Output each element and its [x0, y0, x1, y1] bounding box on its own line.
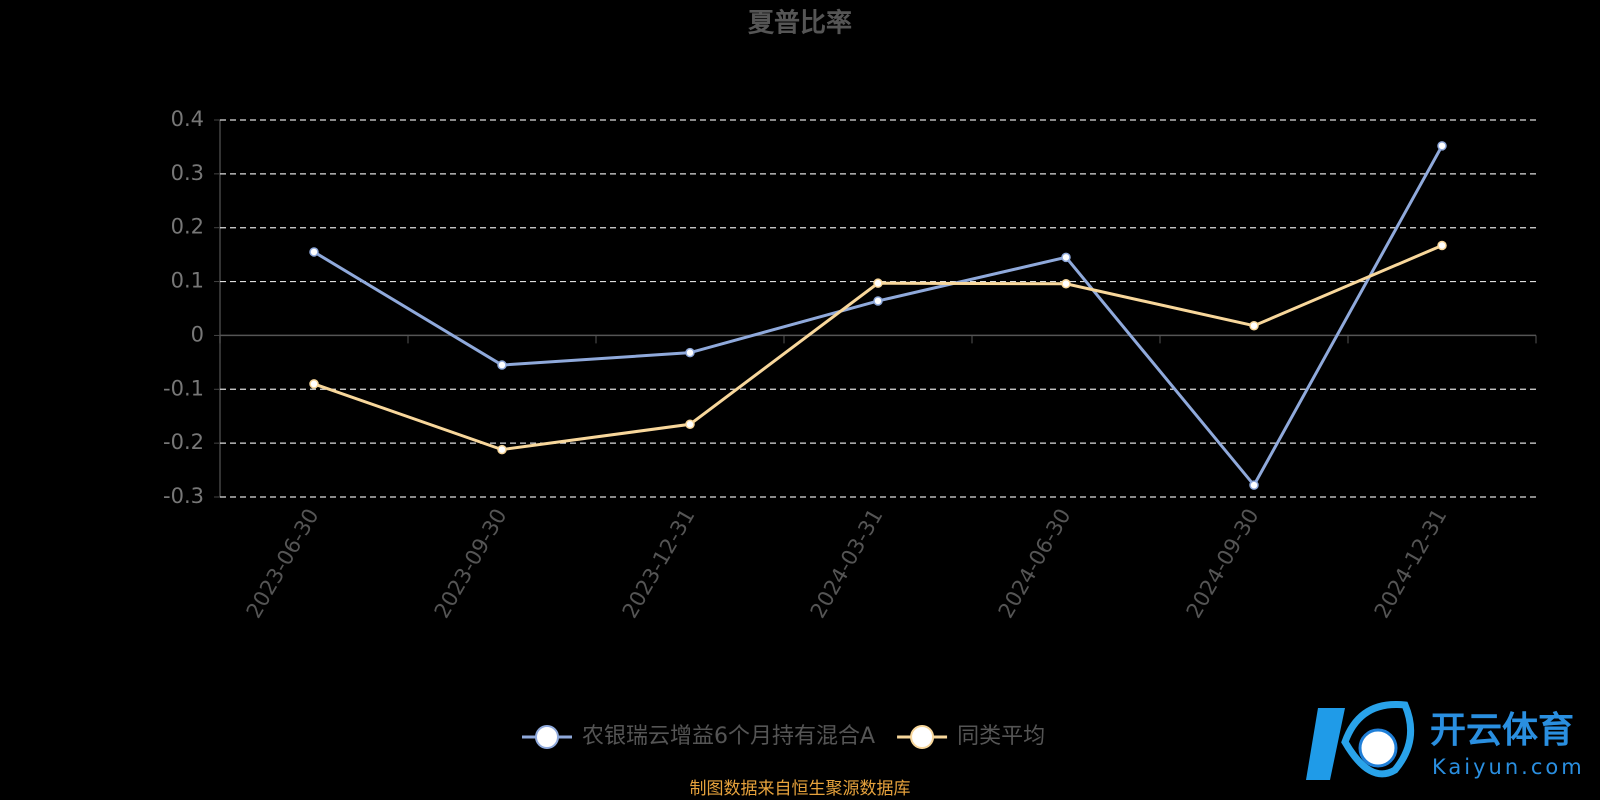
legend-marker	[535, 725, 559, 749]
x-tick-label: 2023-06-30	[242, 505, 324, 623]
x-tick-label: 2024-06-30	[994, 505, 1076, 623]
data-point	[873, 278, 883, 288]
data-point	[497, 444, 507, 455]
chart-title: 夏普比率	[748, 8, 852, 39]
legend-label: 同类平均	[957, 724, 1045, 749]
data-point	[1437, 240, 1447, 251]
data-point	[1437, 141, 1447, 151]
logo-k	[1306, 708, 1345, 780]
y-tick-label: -0.2	[163, 430, 204, 454]
brand-url: Kaiyun.com	[1432, 755, 1585, 779]
logo-swoosh	[1341, 700, 1415, 778]
legend-item: 农银瑞云增益6个月持有混合A	[522, 724, 875, 749]
y-tick-label: 0.1	[171, 269, 204, 293]
data-point	[685, 347, 695, 358]
data-point	[873, 296, 883, 306]
series-line	[313, 145, 1444, 488]
source-note: 制图数据来自恒生聚源数据库	[690, 779, 911, 799]
y-tick-label: 0.3	[171, 161, 204, 185]
y-tick-label: -0.3	[163, 484, 204, 508]
x-tick-label: 2024-09-30	[1182, 505, 1264, 623]
y-tick-label: 0.4	[171, 107, 204, 131]
legend-marker	[910, 725, 935, 749]
logo-ball	[1358, 728, 1398, 768]
brand-name: 开云体育	[1430, 710, 1574, 751]
y-tick-label: -0.1	[163, 376, 204, 400]
series-line	[313, 244, 1443, 452]
legend-label: 农银瑞云增益6个月持有混合A	[582, 724, 875, 749]
watermark: 开云体育 Kaiyun.com	[1306, 700, 1585, 780]
y-tick-label: 0	[191, 322, 204, 346]
data-point	[685, 419, 695, 430]
y-tick-label: 0.2	[171, 215, 204, 239]
x-tick-label: 2024-12-31	[1370, 505, 1452, 623]
data-point	[1249, 480, 1259, 490]
data-point	[1061, 278, 1071, 289]
x-tick-label: 2023-09-30	[430, 505, 512, 623]
data-point	[1061, 252, 1071, 263]
data-point	[497, 360, 507, 370]
data-point	[309, 379, 319, 389]
x-tick-label: 2023-12-31	[618, 505, 700, 623]
data-point	[1249, 320, 1259, 331]
x-tick-label: 2024-03-31	[806, 505, 888, 623]
legend-item: 同类平均	[897, 724, 1045, 749]
data-point	[309, 247, 319, 257]
